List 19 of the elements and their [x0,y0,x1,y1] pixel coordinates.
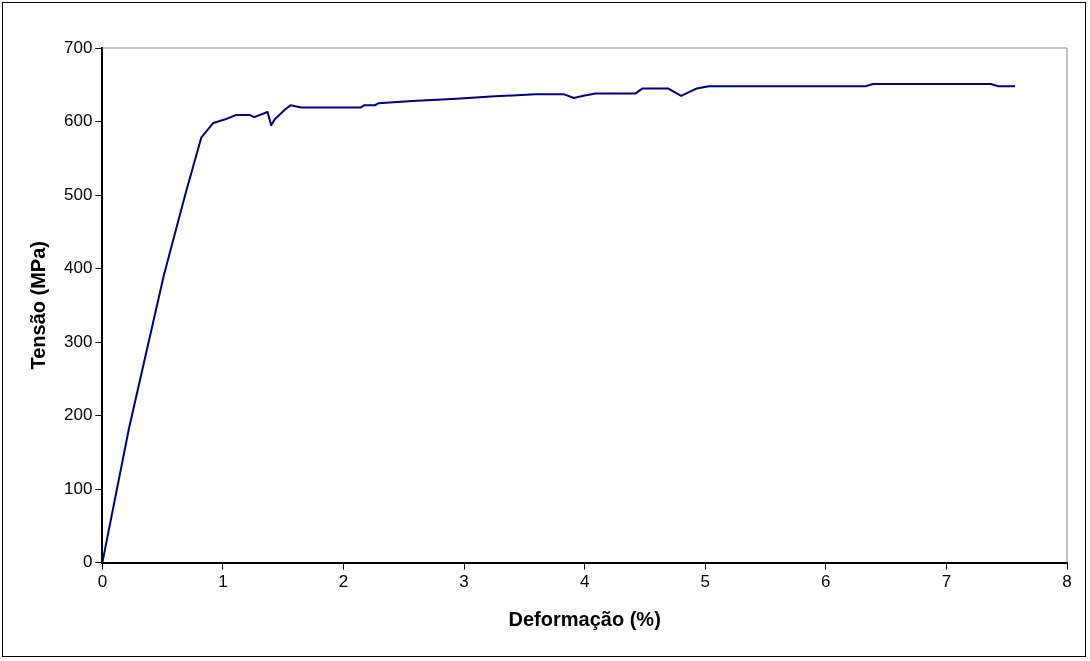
y-tick-label: 600 [63,111,93,131]
y-tick-label: 100 [63,478,93,498]
x-tick-label: 5 [700,572,710,592]
x-tick-label: 3 [459,572,469,592]
x-tick-label: 2 [338,572,349,592]
y-tick-label: 0 [82,552,93,572]
x-tick-label: 0 [97,572,108,592]
x-axis-title: Deformação (%) [508,607,661,630]
y-tick-label: 300 [63,331,93,351]
x-tick-label: 7 [941,572,952,592]
x-tick-label: 4 [579,572,590,592]
y-tick-label: 500 [63,184,93,204]
x-tick-label: 8 [1062,572,1072,592]
y-tick-label: 700 [63,37,93,57]
y-tick-label: 400 [63,258,93,278]
y-axis-title: Tensão (MPa) [26,241,49,370]
x-tick-label: 1 [218,572,228,592]
x-tick-label: 6 [821,572,831,592]
y-tick-label: 200 [63,405,93,425]
